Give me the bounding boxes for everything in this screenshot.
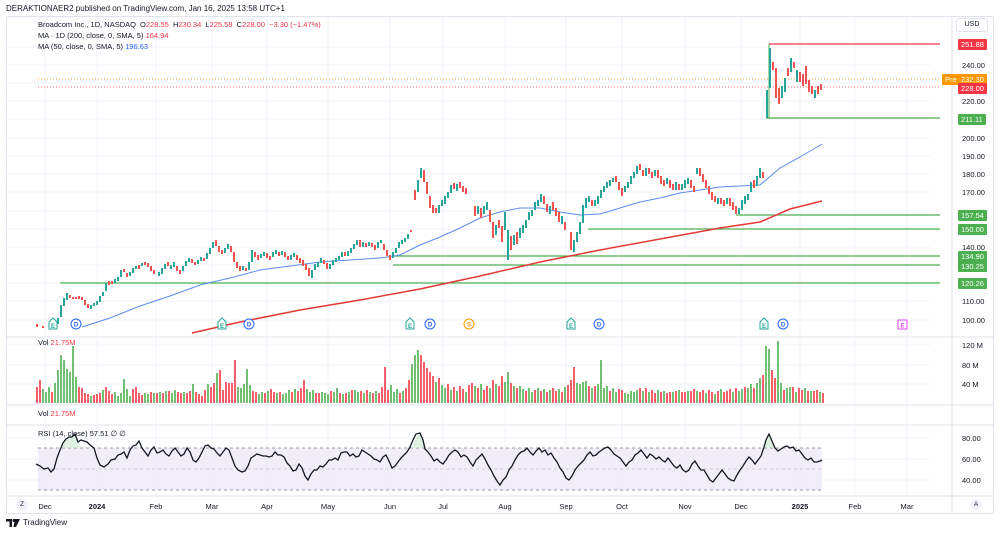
ma200-line xyxy=(191,200,823,334)
brand-name: TradingView xyxy=(23,518,68,527)
dividend-marker: D xyxy=(777,318,789,330)
volume-value-2: 21.75M xyxy=(50,409,76,418)
candles xyxy=(36,48,822,328)
svg-text:D: D xyxy=(597,323,602,329)
svg-text:S: S xyxy=(467,323,471,329)
legend-ma50[interactable]: MA (50, close, 0, SMA, 5) 196.63 xyxy=(38,42,149,51)
earnings-marker: E xyxy=(759,317,769,330)
earnings-marker: E xyxy=(566,317,576,330)
svg-text:E: E xyxy=(51,324,55,330)
svg-text:E: E xyxy=(220,324,224,330)
legend-rsi[interactable]: RSI (14, close) 57.51 ∅ ∅ xyxy=(38,429,126,438)
svg-text:D: D xyxy=(781,323,786,329)
dividend-marker: D xyxy=(424,318,436,330)
price-tag-120-26: 120.26 xyxy=(958,278,987,289)
rsi-value: 57.51 xyxy=(89,429,109,438)
legend-volume-2[interactable]: Vol 21.75M xyxy=(38,409,76,418)
price-tag-134-90: 134.90 xyxy=(958,251,987,262)
dividend-marker: D xyxy=(70,318,82,330)
svg-text:E: E xyxy=(900,324,904,330)
dividend-marker: D xyxy=(243,318,255,330)
svg-text:E: E xyxy=(569,324,573,330)
legend-volume[interactable]: Vol 21.75M xyxy=(38,338,76,347)
rsi-overbought-fill xyxy=(62,434,80,448)
svg-text:E: E xyxy=(762,324,766,330)
rsi-extra: ∅ ∅ xyxy=(110,429,126,438)
open-value: 228.55 xyxy=(145,20,169,29)
earnings-marker: E xyxy=(217,317,227,330)
change-value: −3.30 (−1.47%) xyxy=(269,20,321,29)
chart-frame[interactable] xyxy=(6,16,994,514)
price-tag-251-88: 251.88 xyxy=(958,39,987,50)
price-tag-157-54: 157.54 xyxy=(958,210,987,221)
earnings-marker: E xyxy=(48,317,58,330)
currency-button[interactable]: USD xyxy=(956,18,988,32)
price-tag-130-25: 130.25 xyxy=(958,261,987,272)
ma50-line xyxy=(81,143,823,328)
earnings-marker-future: E xyxy=(897,319,908,330)
dividend-marker: D xyxy=(593,318,605,330)
split-marker: S xyxy=(463,318,475,330)
price-tag-211-11: 211.11 xyxy=(958,114,986,125)
price-tag-premarket: 232.30 xyxy=(958,74,987,85)
ma50-value: 196.63 xyxy=(125,42,149,51)
tradingview-logo-icon xyxy=(6,518,20,527)
volume-value: 21.75M xyxy=(50,338,76,347)
rsi-line xyxy=(35,432,823,487)
legend-ma200[interactable]: MA · 1D (200, close, 0, SMA, 5) 164.94 xyxy=(38,31,169,40)
high-value: 230.34 xyxy=(178,20,202,29)
price-tag-150-00: 150.00 xyxy=(958,224,987,235)
legend-ohlc: Broadcom Inc., 1D, NASDAQ O228.55 H230.3… xyxy=(38,20,321,29)
premarket-label: Pre xyxy=(942,74,960,85)
svg-text:E: E xyxy=(408,324,412,330)
svg-text:D: D xyxy=(247,323,252,329)
svg-text:D: D xyxy=(74,323,79,329)
reset-zoom-button[interactable]: Z xyxy=(16,499,28,511)
earnings-marker: E xyxy=(405,317,415,330)
price-tag-last: 228.00 xyxy=(958,83,987,94)
horizontal-gridlines xyxy=(7,46,930,481)
symbol-name[interactable]: Broadcom Inc., 1D, NASDAQ xyxy=(38,20,136,29)
low-value: 225.58 xyxy=(209,20,233,29)
ma200-value: 164.94 xyxy=(145,31,169,40)
publisher-line: DERAKTIONAER2 published on TradingView.c… xyxy=(6,4,285,13)
event-markers: E D E D E D S E D E D E xyxy=(48,317,908,330)
svg-text:D: D xyxy=(428,323,433,329)
footer-brand: TradingView xyxy=(6,518,67,527)
close-value: 228.00 xyxy=(242,20,265,29)
auto-scale-button[interactable]: A xyxy=(970,499,982,511)
volume-bars xyxy=(36,341,824,403)
